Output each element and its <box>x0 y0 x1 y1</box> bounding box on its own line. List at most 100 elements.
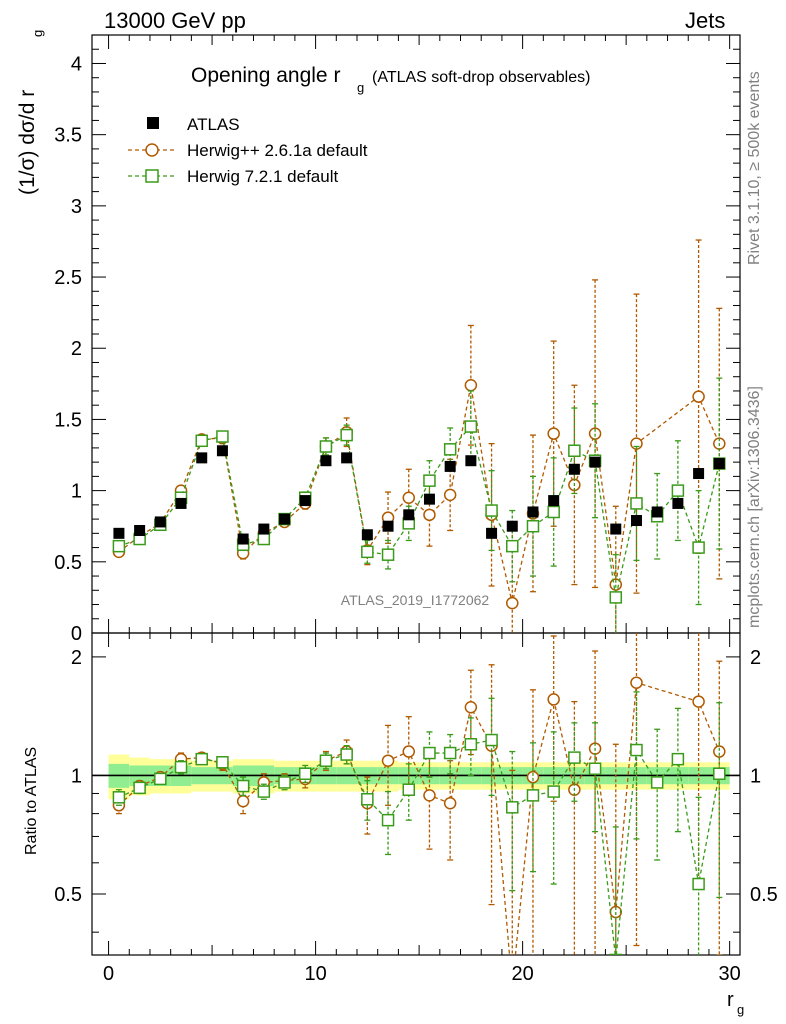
data-point <box>341 452 353 464</box>
x-tick-label: 10 <box>304 963 326 985</box>
data-point <box>402 745 416 758</box>
data-point <box>630 497 643 510</box>
rivet-version-label: Rivet 3.1.10, ≥ 500k events <box>746 71 763 265</box>
data-point <box>340 748 353 761</box>
y-axis-label: (1/σ) dσ/d r <box>16 90 39 195</box>
data-point <box>258 523 270 535</box>
data-point <box>464 738 478 751</box>
data-point <box>423 493 435 505</box>
data-point <box>443 796 457 810</box>
x-tick-label: 30 <box>719 963 741 985</box>
header-left: 13000 GeV pp <box>104 8 246 33</box>
data-point <box>671 752 685 766</box>
data-point <box>506 596 519 610</box>
ratio-series-herwigpp <box>112 633 726 955</box>
data-point <box>671 484 685 497</box>
y-tick-label: 2.5 <box>54 267 82 289</box>
data-point <box>361 793 374 806</box>
ratio-tick-label-right: 0.5 <box>750 884 778 906</box>
data-point <box>216 445 228 457</box>
ratio-tick-label-left: 0.5 <box>54 884 82 906</box>
y-tick-label: 2 <box>71 338 82 360</box>
data-point <box>299 495 311 507</box>
data-point <box>423 508 436 522</box>
data-point <box>692 877 705 891</box>
data-point <box>298 767 312 780</box>
data-point <box>340 428 353 442</box>
data-point <box>650 776 664 789</box>
data-point <box>465 455 477 467</box>
data-point <box>381 754 395 767</box>
data-point <box>672 497 684 509</box>
data-point <box>443 746 457 760</box>
data-point <box>154 516 166 528</box>
chart-title-sub: g <box>357 80 364 95</box>
legend: ATLAS Herwig++ 2.6.1a default Herwig 7.2.1… <box>128 115 368 186</box>
data-point <box>381 548 395 561</box>
y-tick-label: 1.5 <box>54 409 82 431</box>
data-point <box>236 779 250 793</box>
data-point <box>195 752 208 766</box>
data-point <box>175 497 187 509</box>
series-line <box>118 425 720 598</box>
data-point <box>630 743 643 757</box>
data-point <box>382 520 394 532</box>
data-point <box>713 767 726 780</box>
legend-marker-herwigpp <box>145 143 159 157</box>
data-point <box>692 541 705 554</box>
ratio-frame <box>91 632 741 956</box>
data-point <box>464 700 478 714</box>
data-point <box>547 427 560 440</box>
data-point <box>713 745 726 758</box>
y-tick-label: 3 <box>71 196 82 218</box>
analysis-label: ATLAS_2019_I1772062 <box>341 592 490 608</box>
mcplots-label: mcplots.cern.ch [arXiv:1306.3436] <box>746 386 763 628</box>
data-point <box>320 455 332 467</box>
data-point <box>547 505 560 519</box>
data-point <box>485 733 498 747</box>
data-point <box>237 533 249 545</box>
data-point <box>609 591 623 604</box>
data-point <box>216 430 229 443</box>
data-point <box>506 539 519 553</box>
data-point <box>526 519 540 533</box>
data-point <box>216 756 229 769</box>
x-tick-label: 0 <box>103 963 114 985</box>
data-point <box>133 781 146 795</box>
data-point <box>630 676 643 689</box>
ratio-tick-label-right: 1 <box>750 765 761 787</box>
data-point <box>402 783 416 796</box>
main-series-atlas <box>113 445 725 545</box>
data-point <box>174 760 188 774</box>
x-axis-label-sub: g <box>737 1002 744 1017</box>
data-point <box>134 524 146 536</box>
data-point <box>381 813 395 827</box>
ratio-tick-label-left: 2 <box>71 647 82 669</box>
y-tick-label: 1 <box>71 481 82 503</box>
data-point <box>112 791 126 804</box>
data-point <box>402 491 416 504</box>
data-point <box>257 785 271 798</box>
data-point <box>236 794 250 808</box>
y-axis-label-sub: g <box>30 30 45 37</box>
data-point <box>443 443 457 456</box>
data-point <box>257 532 271 546</box>
data-point <box>444 460 456 472</box>
data-point <box>568 751 581 764</box>
data-point <box>526 789 540 802</box>
data-point <box>568 444 581 458</box>
ratio-axis-label-group: Ratio to ATLAS <box>23 747 40 855</box>
data-point <box>692 695 705 708</box>
data-point <box>113 527 125 539</box>
y-tick-label-zero: 0 <box>71 623 82 645</box>
data-point <box>588 762 602 775</box>
data-point <box>464 420 478 433</box>
x-axis-label: r <box>727 989 734 1011</box>
legend-label-atlas: ATLAS <box>187 115 240 134</box>
x-tick-label: 20 <box>511 963 533 985</box>
data-point <box>713 458 725 470</box>
chart-title: Opening angle r <box>191 64 340 87</box>
data-point <box>278 776 291 789</box>
data-point <box>319 754 333 767</box>
